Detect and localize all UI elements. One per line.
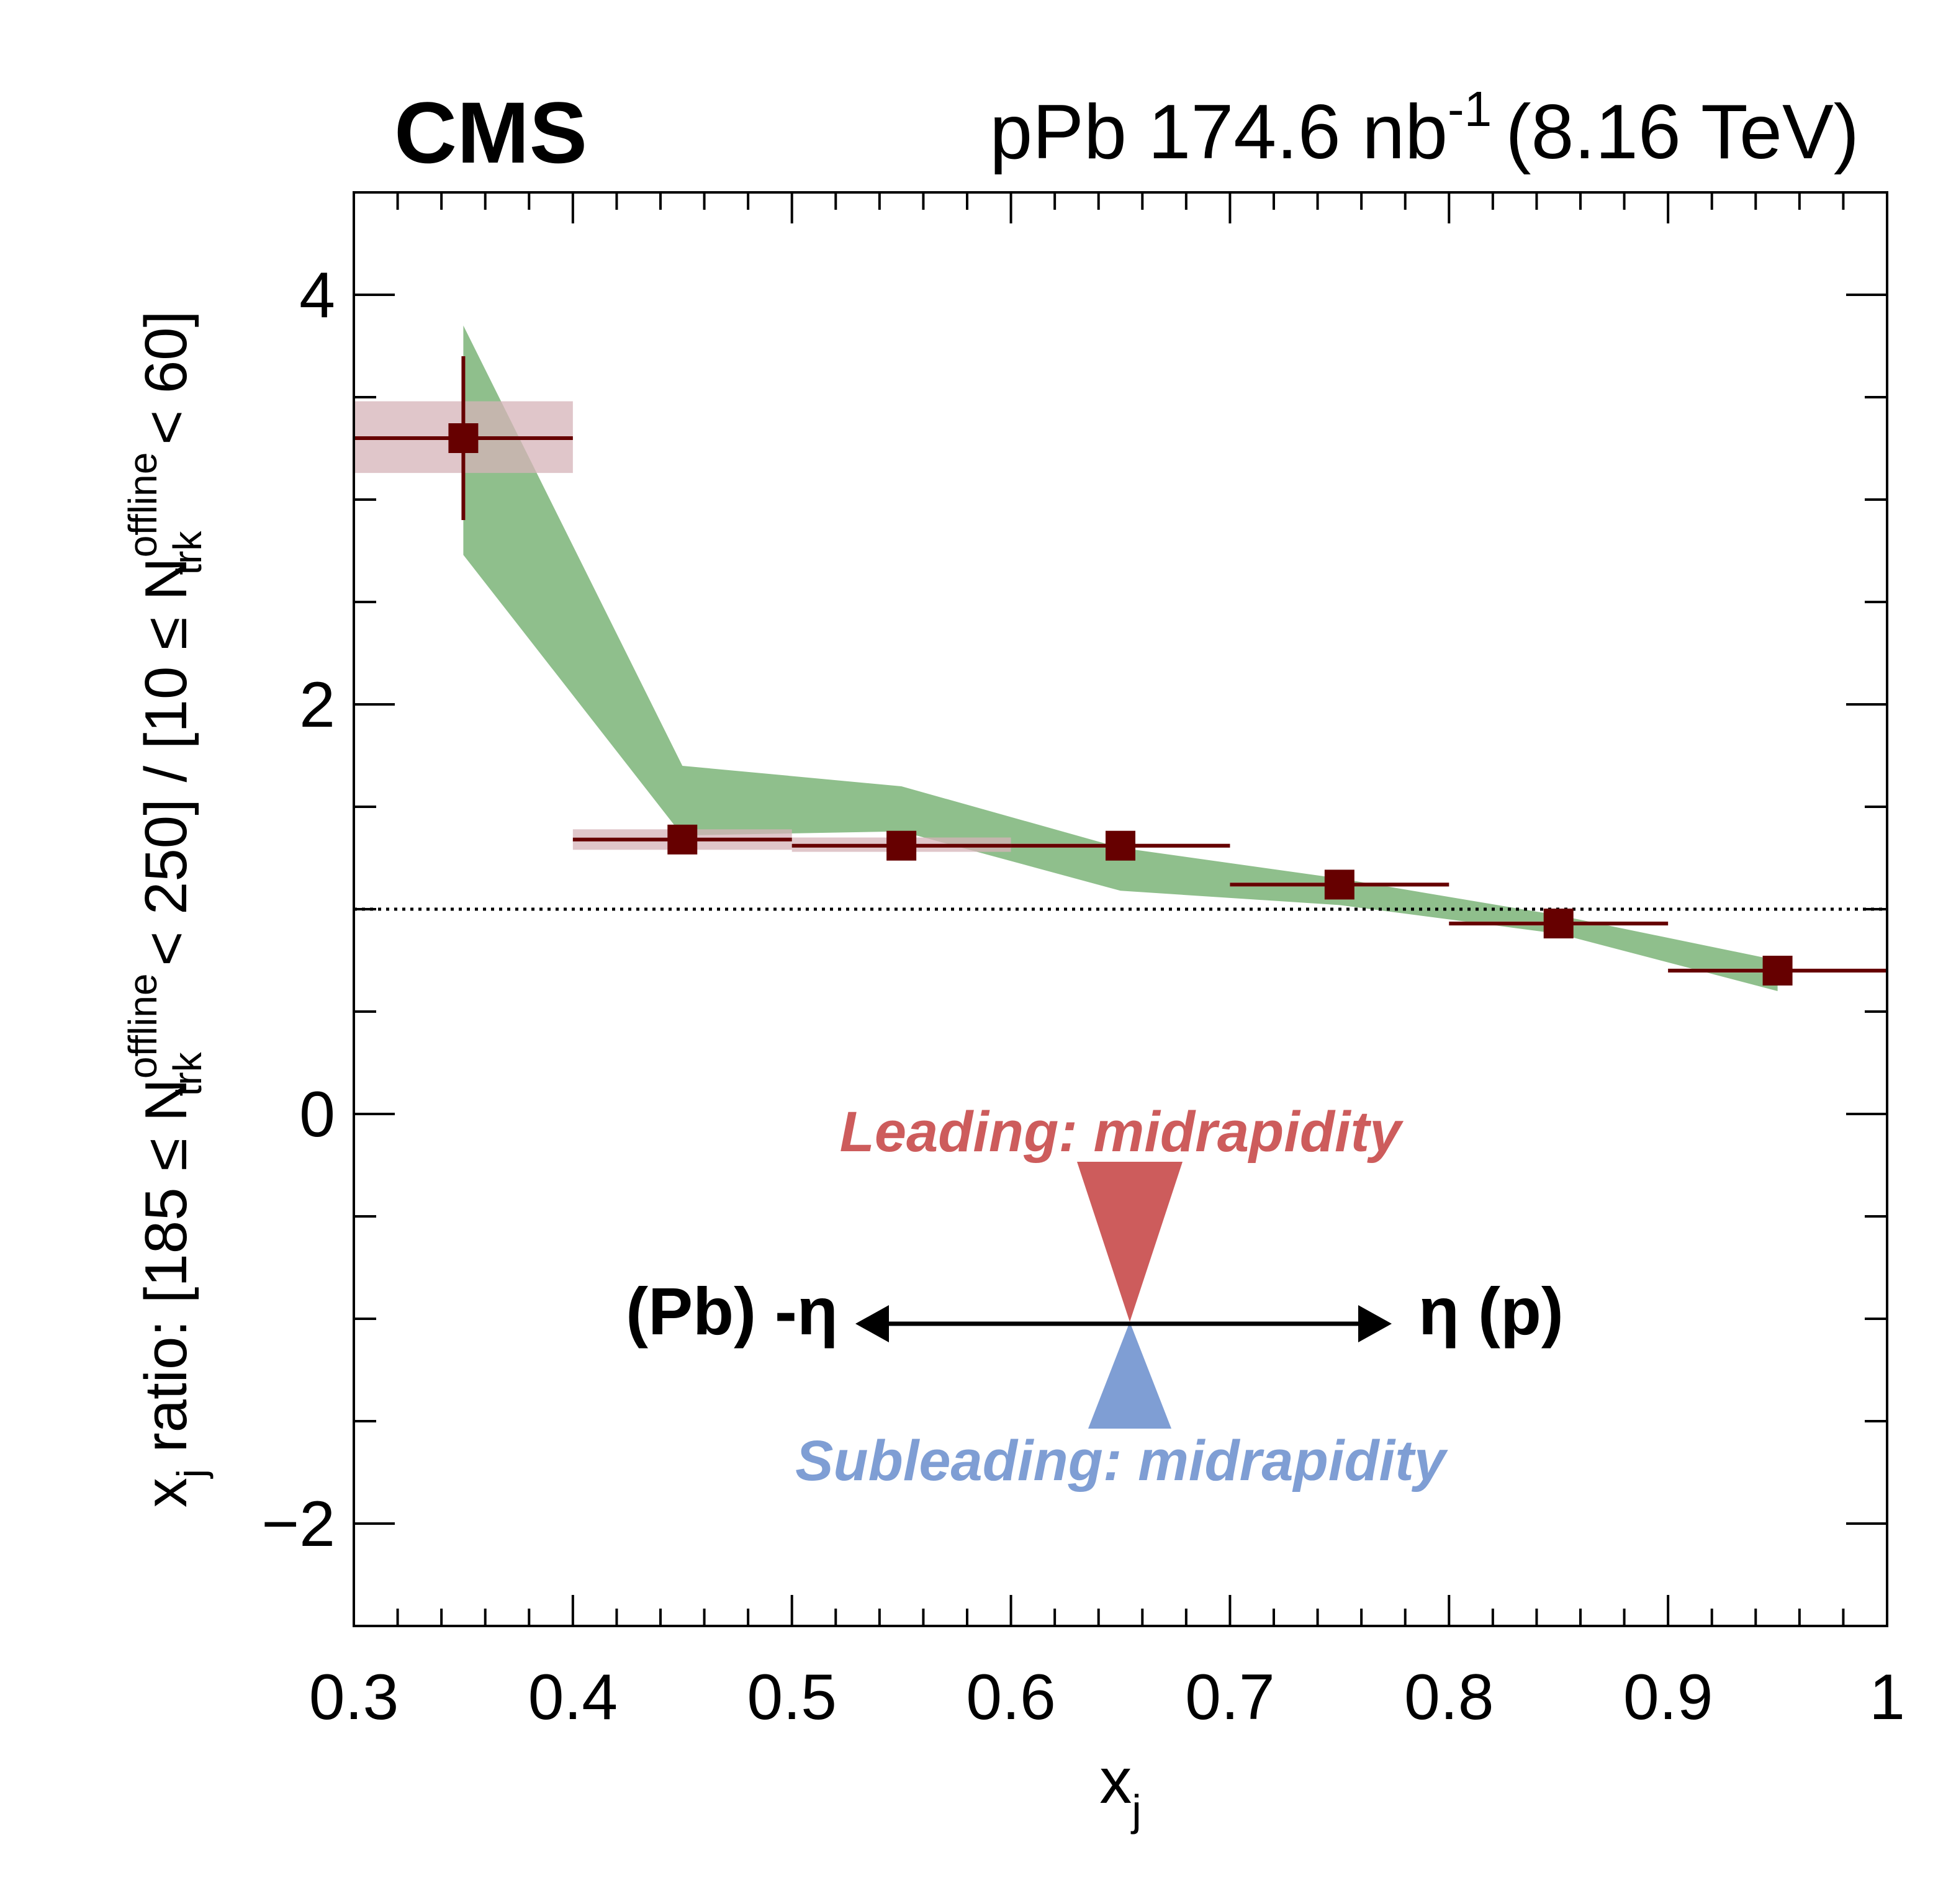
x-title-sub: j xyxy=(1130,1786,1142,1834)
y-tick-label: −2 xyxy=(261,1488,335,1560)
data-point-2 xyxy=(886,830,917,861)
experiment-label: CMS xyxy=(394,84,587,181)
lumi-label: pPb 174.6 nb-1 (8.16 TeV) xyxy=(989,81,1859,175)
data-point-layer xyxy=(448,423,1793,986)
x-tick-label: 0.3 xyxy=(309,1661,399,1733)
x-title-main: x xyxy=(1099,1745,1132,1817)
data-point-5 xyxy=(1543,909,1574,939)
data-point-3 xyxy=(1106,830,1135,861)
lumi-energy: (8.16 TeV) xyxy=(1505,89,1859,175)
y-title-pre: x xyxy=(133,1478,199,1507)
arrow-left-icon xyxy=(855,1305,889,1342)
subleading-cone xyxy=(1088,1322,1171,1429)
y-tick-label: 0 xyxy=(299,1079,335,1151)
x-tick-label: 0.6 xyxy=(966,1661,1056,1733)
tick-label-layer: 0.3 0.4 0.5 0.6 0.7 0.8 0.9 1 −2 0 2 4 xyxy=(261,259,1905,1733)
y-title-end: < 60] xyxy=(133,311,199,462)
y-tick-label: 4 xyxy=(299,259,335,331)
subleading-label: Subleading: midrapidity xyxy=(795,1429,1448,1493)
y-title-mid2: < 250] / [10 ≤ N xyxy=(133,557,199,982)
leading-cone xyxy=(1077,1162,1183,1322)
lumi-exponent: -1 xyxy=(1448,81,1492,137)
data-point-1 xyxy=(667,824,698,855)
y-title-sup2: offline xyxy=(120,452,165,558)
y-title-sup1: offline xyxy=(120,973,165,1079)
y-title-sub2: trk xyxy=(165,531,210,575)
model-band-layer xyxy=(463,325,1778,991)
x-tick-label: 0.8 xyxy=(1404,1661,1494,1733)
model-band xyxy=(463,325,1778,991)
data-point-4 xyxy=(1324,869,1354,900)
pb-eta-label: (Pb) -η xyxy=(626,1273,838,1349)
tick-layer xyxy=(353,191,1888,1627)
x-tick-label: 0.4 xyxy=(528,1661,618,1733)
data-point-6 xyxy=(1762,956,1793,986)
y-tick-label: 2 xyxy=(299,669,335,741)
y-title-mid1: ratio: [185 ≤ N xyxy=(133,1079,199,1469)
arrow-right-icon xyxy=(1358,1305,1392,1342)
leading-label: Leading: midrapidity xyxy=(840,1100,1404,1164)
x-axis-title: xj xyxy=(1099,1745,1142,1834)
lumi-prefix: pPb 174.6 nb xyxy=(989,89,1448,175)
y-title-pre-sub: j xyxy=(169,1469,214,1479)
x-tick-label: 0.7 xyxy=(1185,1661,1275,1733)
y-axis-title: xj ratio: [185 ≤ Nofflinetrk < 250] / [1… xyxy=(120,311,214,1508)
y-title-sub1: trk xyxy=(165,1051,210,1096)
x-tick-label: 0.5 xyxy=(747,1661,837,1733)
x-tick-label: 0.9 xyxy=(1623,1661,1713,1733)
p-eta-label: η (p) xyxy=(1418,1273,1564,1349)
data-point-0 xyxy=(448,423,479,453)
x-tick-label: 1 xyxy=(1869,1661,1905,1733)
